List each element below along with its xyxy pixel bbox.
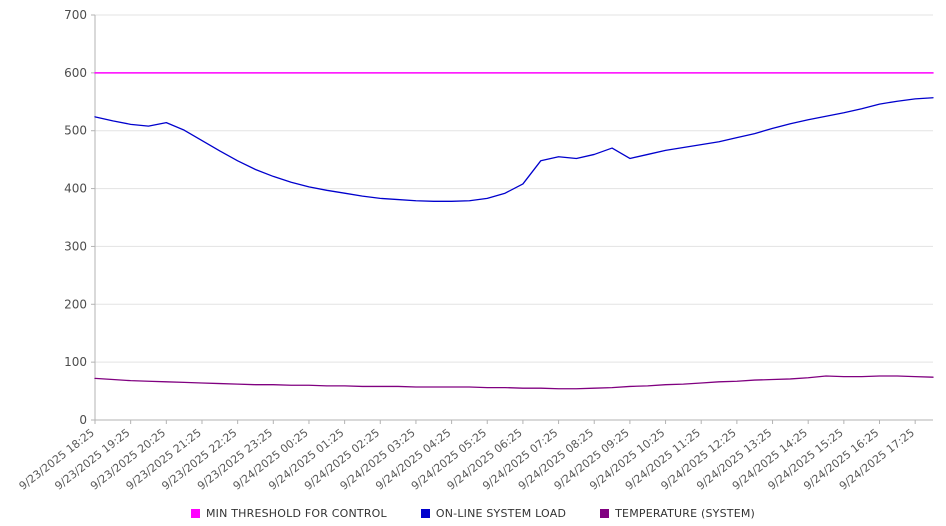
legend-swatch-system-load-icon: [420, 509, 430, 518]
svg-text:300: 300: [64, 239, 87, 253]
svg-text:200: 200: [64, 297, 87, 311]
svg-text:600: 600: [64, 66, 87, 80]
legend-label-min-threshold: MIN THRESHOLD FOR CONTROL: [205, 507, 387, 520]
chart-legend: MIN THRESHOLD FOR CONTROL ON-LINE SYSTEM…: [0, 507, 946, 520]
svg-text:100: 100: [64, 355, 87, 369]
legend-item-min-threshold: MIN THRESHOLD FOR CONTROL: [190, 507, 387, 520]
svg-text:0: 0: [79, 413, 87, 427]
legend-item-system-load: ON-LINE SYSTEM LOAD: [420, 507, 567, 520]
svg-text:700: 700: [64, 8, 87, 22]
svg-text:400: 400: [64, 182, 87, 196]
legend-swatch-temperature-icon: [600, 509, 610, 518]
legend-label-system-load: ON-LINE SYSTEM LOAD: [435, 507, 567, 520]
legend-label-temperature: TEMPERATURE (SYSTEM): [615, 507, 756, 520]
legend-swatch-min-threshold-icon: [190, 509, 200, 518]
svg-text:500: 500: [64, 124, 87, 138]
legend-item-temperature: TEMPERATURE (SYSTEM): [600, 507, 755, 520]
